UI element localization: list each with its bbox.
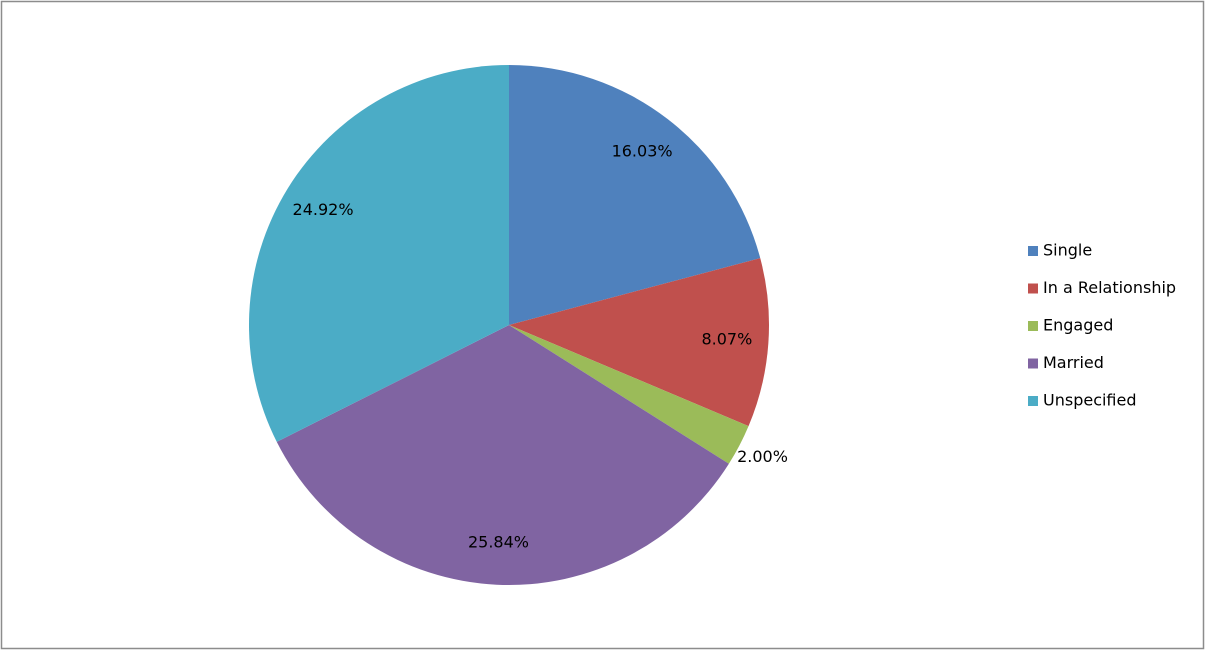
pie-slice [509,65,761,325]
pie-slice [248,65,509,442]
data-label: 2.00% [737,447,788,466]
data-label: 25.84% [468,533,529,552]
data-label: 24.92% [293,200,354,219]
legend-swatch [1028,283,1038,294]
legend-label: Single [1043,241,1092,260]
legend-label: Married [1043,353,1104,372]
legend-swatch [1028,246,1038,256]
legend-label: In a Relationship [1043,278,1176,297]
legend-swatch [1028,321,1038,331]
pie-slice [509,325,749,464]
pie-slice [276,325,729,585]
legend-label: Unspecified [1043,391,1137,410]
data-label: 16.03% [612,141,673,160]
data-label: 8.07% [701,330,752,349]
legend-label: Engaged [1043,316,1113,335]
legend-swatch [1028,396,1038,406]
pie-slice [509,258,770,427]
legend-swatch [1028,358,1038,369]
